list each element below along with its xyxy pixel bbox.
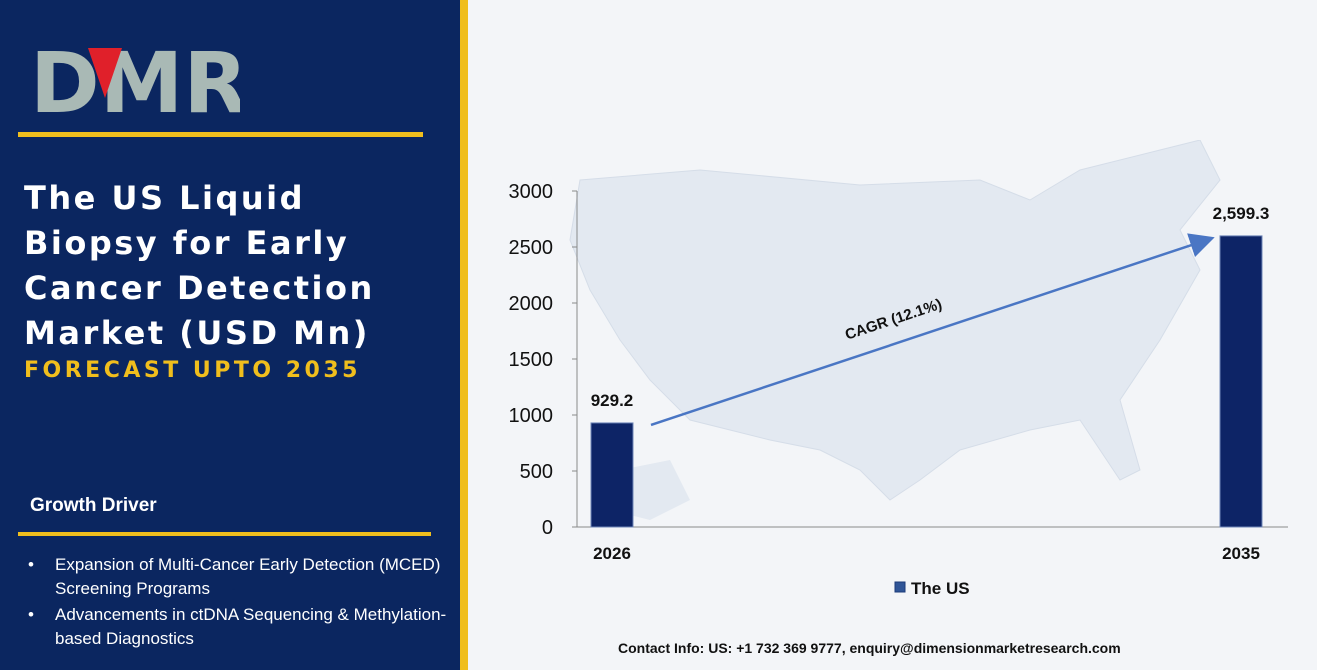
title-line: Biopsy for Early — [24, 224, 350, 262]
left-panel: DMR The US Liquid Biopsy for Early Cance… — [0, 0, 460, 670]
title-line: Market (USD Mn) — [24, 314, 370, 352]
growth-driver-item: • Expansion of Multi-Cancer Early Detect… — [28, 553, 448, 601]
y-tick-label: 0 — [542, 517, 553, 539]
x-tick-label: 2035 — [1222, 544, 1260, 563]
bar-chart: 0 500 1000 1500 2000 2500 3000 2026 2035 929.2 2… — [509, 181, 1288, 598]
logo-red-accent — [88, 48, 122, 98]
forecast-subtitle: FORECAST UPTO 2035 — [24, 358, 361, 383]
data-label: 2,599.3 — [1213, 204, 1270, 223]
bar — [1219, 235, 1263, 528]
dmr-logo: DMR — [30, 38, 240, 122]
y-axis: 0 500 1000 1500 2000 2500 3000 — [509, 181, 578, 539]
data-labels: 929.2 2,599.3 — [591, 204, 1270, 410]
logo-text: DMR — [30, 38, 240, 122]
legend-swatch — [894, 581, 906, 593]
growth-driver-text: Advancements in ctDNA Sequencing & Methy… — [55, 605, 447, 648]
y-tick-label: 2000 — [509, 293, 554, 315]
gold-divider-strip — [460, 0, 468, 670]
y-tick-label: 500 — [520, 461, 553, 483]
data-label: 929.2 — [591, 391, 634, 410]
contact-info: Contact Info: US: +1 732 369 9777, enqui… — [618, 640, 1121, 656]
growth-driver-item: • Advancements in ctDNA Sequencing & Met… — [28, 603, 448, 651]
title-line: The US Liquid — [24, 179, 306, 217]
growth-driver-heading: Growth Driver — [30, 495, 157, 516]
y-tick-label: 1500 — [509, 349, 554, 371]
logo-divider — [18, 132, 423, 137]
legend-label: The US — [911, 579, 970, 598]
y-tick-label: 1000 — [509, 405, 554, 427]
title-line: Cancer Detection — [24, 269, 375, 307]
x-axis: 2026 2035 — [577, 526, 1288, 563]
cagr-label: CAGR (12.1%) — [843, 296, 944, 344]
cagr-arrow — [650, 233, 1215, 427]
bars — [590, 235, 1263, 528]
bar — [590, 422, 634, 528]
bullet-icon: • — [28, 555, 34, 574]
chart-title: The US Liquid Biopsy for Early Cancer De… — [24, 176, 444, 356]
cagr-annotation: CAGR (12.1%) — [650, 233, 1215, 427]
growth-driver-list: • Expansion of Multi-Cancer Early Detect… — [28, 553, 448, 653]
bullet-icon: • — [28, 605, 34, 624]
y-tick-label: 3000 — [509, 181, 554, 203]
x-tick-label: 2026 — [593, 544, 631, 563]
y-tick-label: 2500 — [509, 237, 554, 259]
legend: The US — [894, 579, 970, 598]
growth-driver-divider — [18, 532, 431, 536]
growth-driver-text: Expansion of Multi-Cancer Early Detectio… — [55, 555, 441, 598]
